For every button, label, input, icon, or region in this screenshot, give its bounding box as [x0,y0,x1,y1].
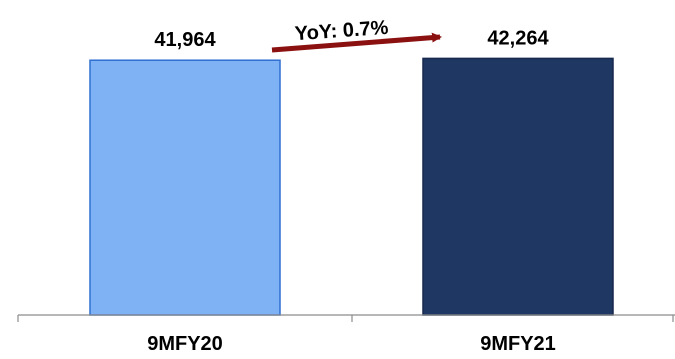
bars-layer [89,57,614,316]
bar-9mfy20 [89,59,281,316]
value-labels-layer: 41,964 42,264 [154,27,549,51]
x-tick-label-9mfy21: 9MFY21 [480,333,556,354]
bar-9mfy21 [422,57,614,316]
value-label-9mfy20: 41,964 [154,29,216,51]
yoy-arrow [271,32,442,53]
yoy-annotation: YoY: 0.7% [271,17,442,53]
value-label-9mfy21: 42,264 [487,27,549,49]
x-axis: 9MFY20 9MFY21 [17,314,675,355]
x-tick-label-9mfy20: 9MFY20 [147,333,223,354]
